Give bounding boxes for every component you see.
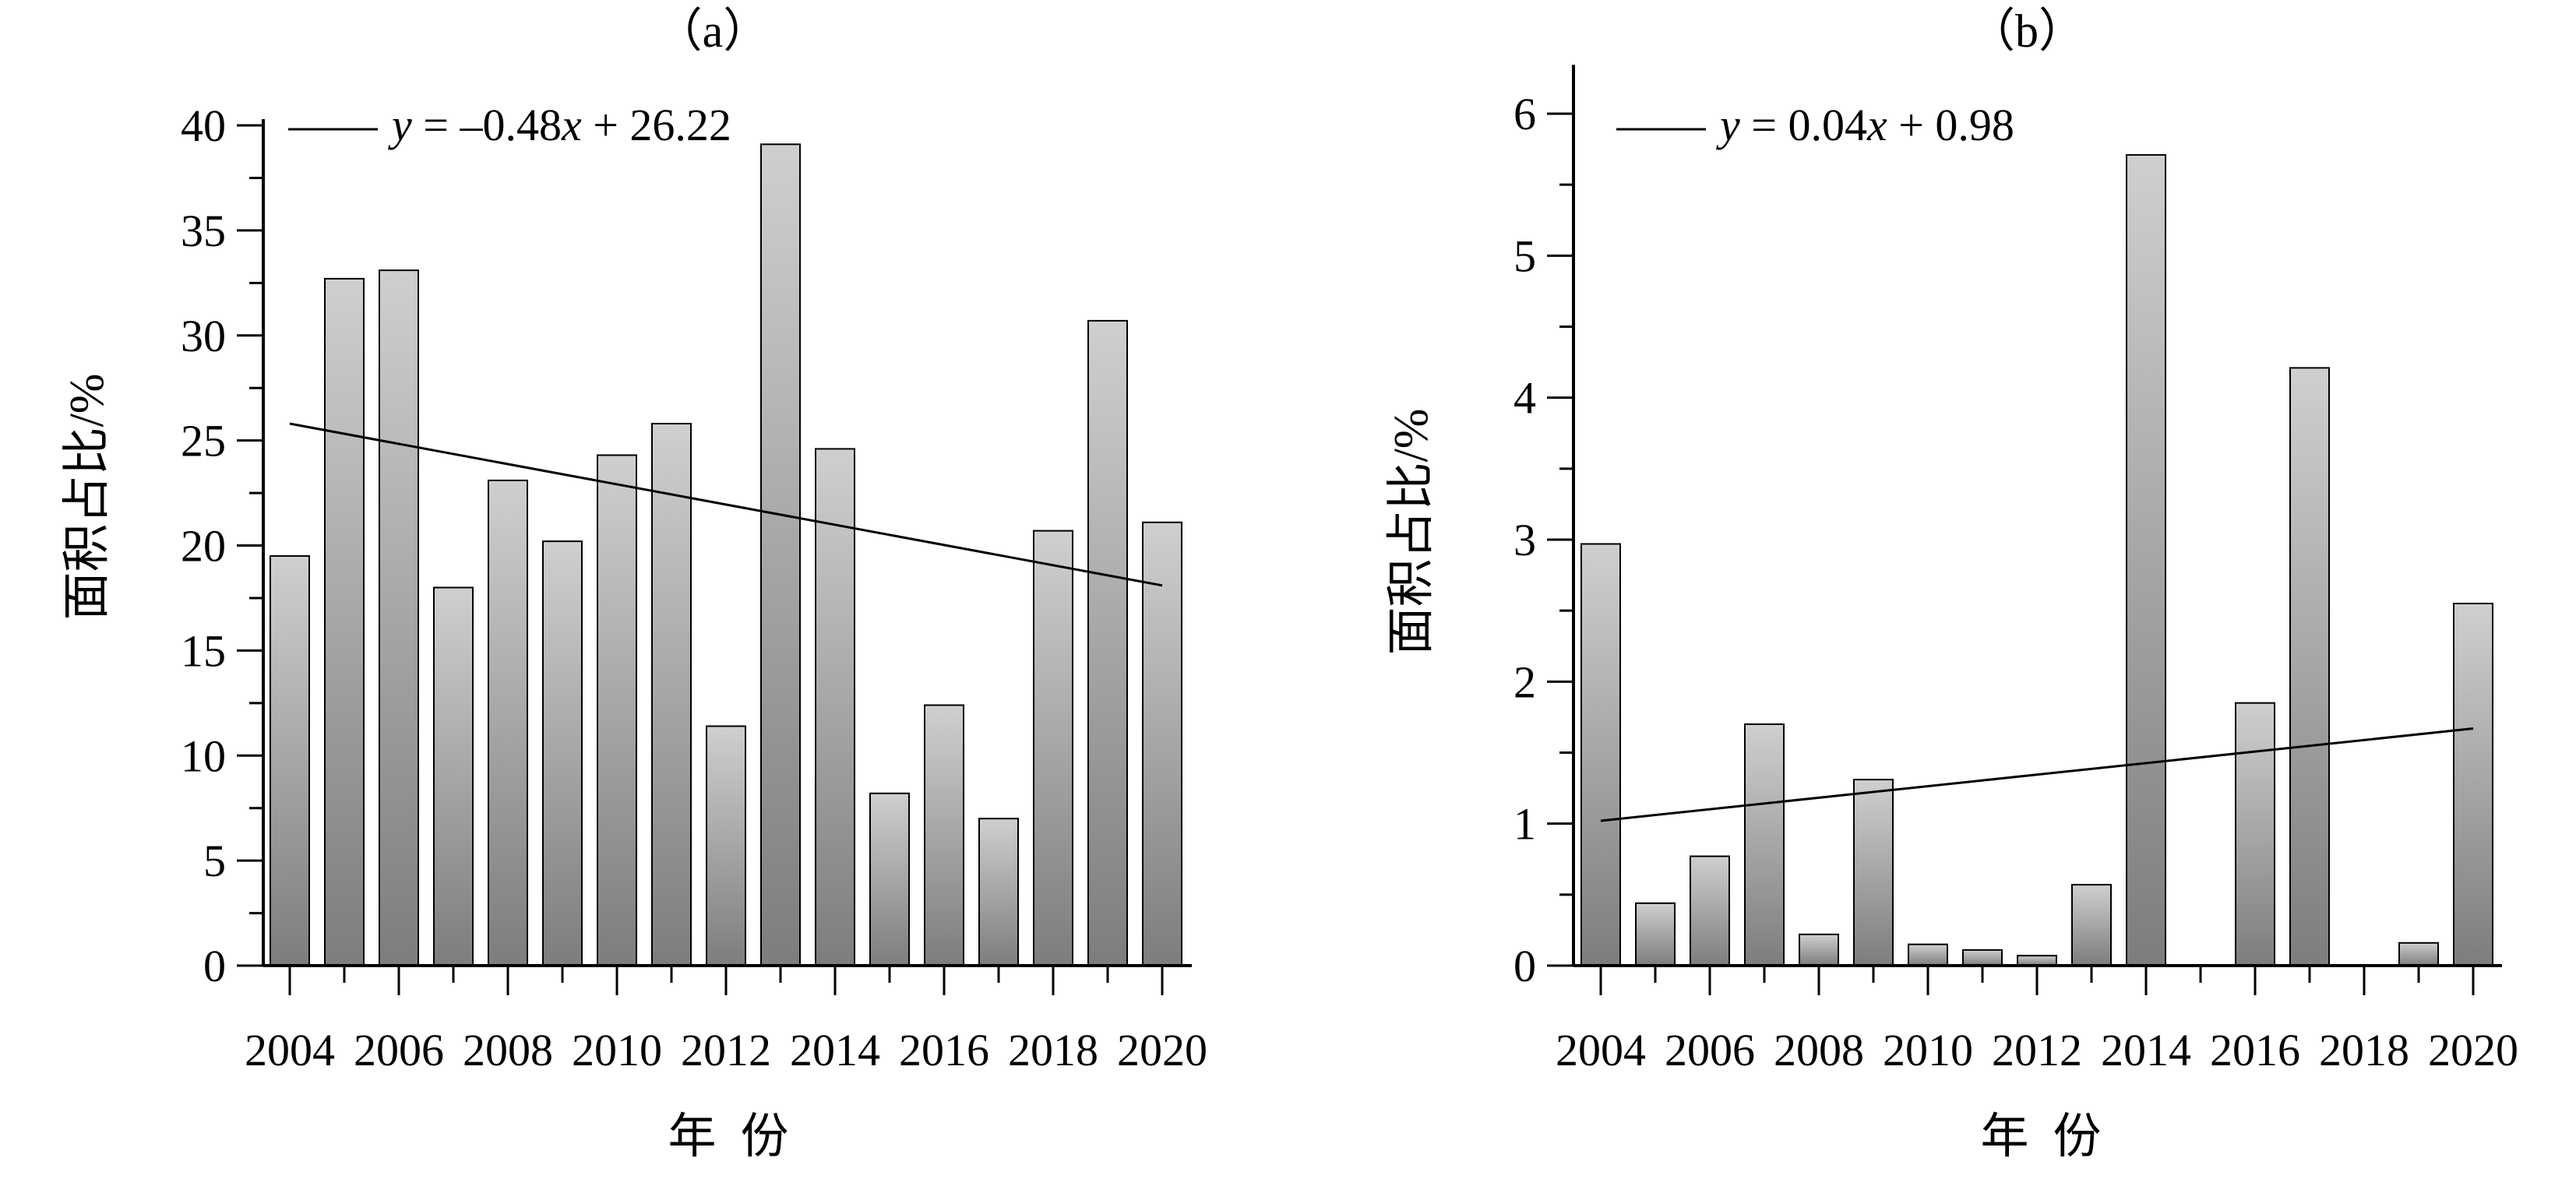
panel-b-bar-2004 [1580,543,1621,966]
panel-a-legend-x: x [561,100,582,150]
panel-b: （b） 面积占比/% 年 份 0 1 2 3 4 5 6 2004 2006 2008 2010 20… [1385,5,2518,1163]
panel-a-bar-2012 [706,725,746,966]
panel-a-x-tick-label: 2020 [1117,1025,1207,1075]
panel-a-bar-2007 [433,586,474,966]
panel-b-y-tick-label: 4 [1514,373,1536,424]
panel-b-trend-line [1600,727,2474,822]
panel-b-bar-2009 [1853,779,1894,966]
panel-a-y-tick-label: 0 [203,941,226,991]
panel-b-bars [1580,153,2493,967]
panel-a-bar-2008 [488,479,528,966]
panel-b-legend-slope: = 0.04 [1740,100,1867,150]
panel-a-y-tick-label: 35 [181,206,226,256]
panel-b-bar-2014 [2126,153,2166,966]
panel-a-bar-2017 [978,818,1019,966]
panel-a-x-tick-label: 2004 [245,1025,335,1075]
panel-a-ticks: 0 5 10 15 20 25 30 35 40 2004 2006 2008 2010 2012 2014… [181,100,1207,1075]
panel-a-trend-line [289,422,1163,587]
panel-b-legend-intercept: + 0.98 [1887,100,2014,150]
panel-b-x-tick-label: 2020 [2428,1025,2518,1075]
panel-b-ticks: 0 1 2 3 4 5 6 2004 2006 2008 2010 2012 2014 2016 2018 2… [1514,89,2518,1075]
panel-a-bar-2014 [815,448,855,966]
panel-a-axes [262,119,1192,967]
panel-a-legend: y = –0.48x + 26.22 [288,100,731,150]
panel-a-bar-2006 [379,269,419,967]
panel-b-bar-2008 [1799,933,1839,967]
panel-a-bar-2010 [597,454,637,966]
panel-a-bar-2019 [1087,319,1128,966]
panel-b-bar-2005 [1635,902,1676,967]
panel-a-y-tick-label: 10 [181,730,226,781]
panel-a-legend-y: y [388,100,412,150]
panel-b-trend [1600,727,2474,822]
panel-b-legend-text: y = 0.04x + 0.98 [1716,100,2014,150]
panel-a-bars [270,143,1182,967]
panel-a-legend-intercept: + 26.22 [582,100,731,150]
panel-b-axes [1572,65,2502,967]
panel-a-bar-2015 [869,792,910,966]
panel-b-bar-2006 [1690,855,1730,966]
panel-b-y-tick-label: 5 [1514,231,1536,281]
panel-b-bar-2016 [2235,702,2275,966]
panel-b-y-tick-label: 2 [1514,656,1536,707]
panel-b-legend-y: y [1716,100,1740,150]
panel-a-x-tick-label: 2014 [790,1025,880,1075]
panel-a-bar-2020 [1142,521,1182,966]
panel-a-y-tick-label: 30 [181,311,226,361]
panel-b-x-tick-label: 2012 [1992,1025,2082,1075]
panel-a-y-axis-title: 面积占比/% [61,374,114,621]
panel-b-x-tick-label: 2010 [1883,1025,1973,1075]
panel-a-y-tick-label: 25 [181,416,226,466]
panel-b-x-axis-title: 年 份 [1980,1110,2101,1163]
panel-a-x-axis-title: 年 份 [668,1110,788,1163]
panel-a-bar-2004 [270,555,310,966]
panel-b-x-tick-label: 2004 [1556,1025,1646,1075]
panel-b-bar-2017 [2289,367,2330,966]
panel-b-y-tick-label: 1 [1514,799,1536,850]
panel-a-bar-2009 [542,540,583,966]
panel-a-legend-slope: = –0.48 [412,100,562,150]
panel-a-bar-2013 [760,143,801,966]
panel-a: （a） 面积占比/% 年 份 0 5 10 15 20 25 30 35 40 2004 2006 2… [61,5,1207,1163]
panel-b-x-tick-label: 2018 [2319,1025,2409,1075]
panel-a-y-tick-label: 5 [203,836,226,886]
panel-b-bar-2013 [2071,884,2112,966]
panel-b-label: （b） [1968,5,2085,57]
panel-a-y-tick-label: 20 [181,521,226,572]
panel-b-x-tick-label: 2006 [1665,1025,1755,1075]
panel-a-bar-2018 [1033,530,1073,966]
panel-b-y-tick-label: 0 [1514,941,1536,991]
panel-b-bar-2007 [1744,723,1785,966]
panel-b-y-tick-label: 3 [1514,515,1536,565]
panel-a-x-tick-label: 2006 [354,1025,444,1075]
panel-b-bar-2011 [1962,948,2003,967]
panel-b-x-tick-label: 2014 [2101,1025,2191,1075]
panel-a-y-tick-label: 15 [181,625,226,676]
panel-a-bar-2011 [651,423,692,966]
panel-b-bar-2019 [2398,941,2439,967]
panel-a-x-tick-label: 2018 [1008,1025,1098,1075]
panel-a-bar-2016 [924,704,964,966]
panel-b-y-axis-title: 面积占比/% [1385,409,1438,656]
panel-a-x-tick-label: 2016 [899,1025,989,1075]
panel-a-bar-2005 [324,277,365,966]
panel-b-legend-x: x [1866,100,1887,150]
panel-a-legend-text: y = –0.48x + 26.22 [388,100,731,150]
panel-a-x-tick-label: 2008 [463,1025,553,1075]
panel-b-bar-2010 [1908,943,1948,966]
panel-b-bar-2020 [2453,603,2493,966]
panel-a-x-tick-label: 2012 [681,1025,771,1075]
panel-a-trend [289,422,1163,587]
panel-b-x-tick-label: 2016 [2210,1025,2300,1075]
panel-a-y-tick-label: 40 [181,100,226,151]
panel-b-legend: y = 0.04x + 0.98 [1616,100,2014,150]
panel-a-label: （a） [656,5,770,57]
panel-b-y-tick-label: 6 [1514,89,1536,139]
panel-a-x-tick-label: 2010 [572,1025,662,1075]
panel-b-x-tick-label: 2008 [1774,1025,1864,1075]
